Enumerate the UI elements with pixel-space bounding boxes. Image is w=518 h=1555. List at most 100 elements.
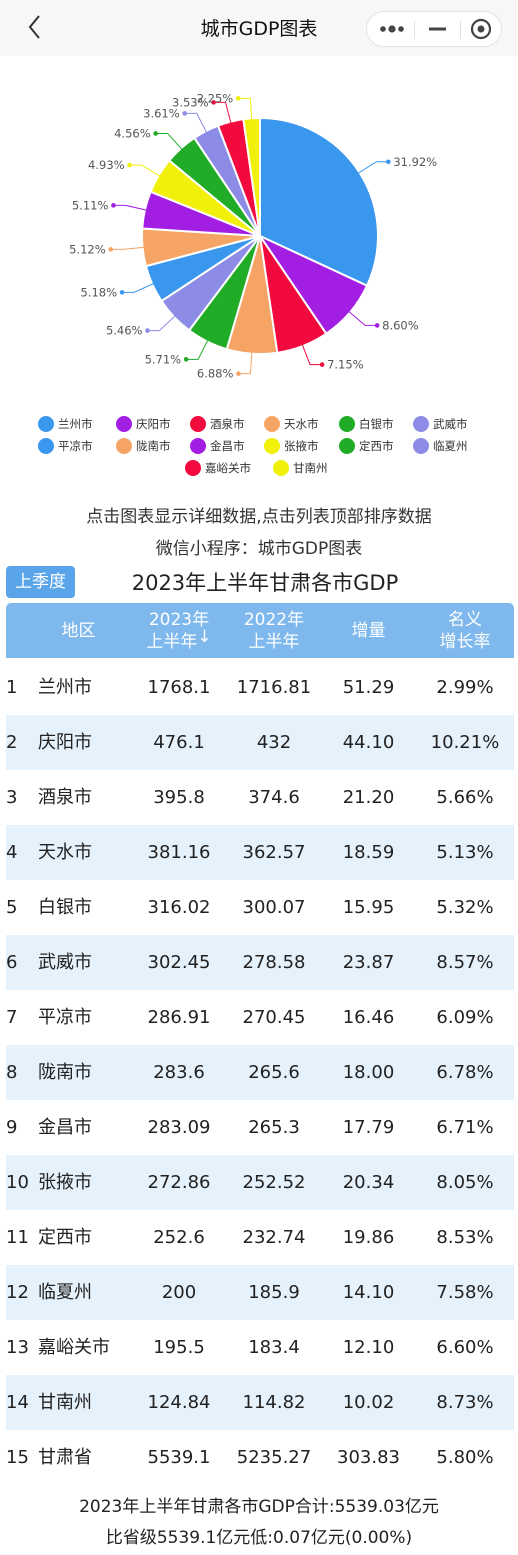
leader-dot — [108, 247, 113, 252]
cell-rank: 10 — [6, 1172, 29, 1193]
cell-rate: 8.05% — [436, 1172, 494, 1193]
close-button[interactable] — [461, 12, 506, 46]
cell-rate: 2.99% — [436, 677, 494, 698]
header-2022-line1: 2022年 — [243, 609, 305, 630]
table-row[interactable]: 11 定西市 252.6 232.74 19.86 8.53% — [6, 1210, 514, 1265]
slice-percent-label: 4.56% — [114, 126, 151, 140]
cell-y2022: 265.6 — [248, 1062, 300, 1083]
legend-label: 平凉市 — [58, 439, 93, 453]
back-button[interactable] — [18, 12, 48, 42]
legend-item[interactable]: 定西市 — [339, 436, 394, 456]
cell-rank: 14 — [6, 1392, 29, 1413]
legend-item[interactable]: 金昌市 — [190, 436, 245, 456]
table-row[interactable]: 5 白银市 316.02 300.07 15.95 5.32% — [6, 880, 514, 935]
cell-y2022: 185.9 — [248, 1282, 300, 1303]
header-growth-rate[interactable]: 名义 增长率 — [416, 603, 514, 658]
legend-color-dot — [116, 415, 132, 432]
header-increase[interactable]: 增量 — [351, 620, 386, 641]
table-row[interactable]: 12 临夏州 200 185.9 14.10 7.58% — [6, 1265, 514, 1320]
summary-difference: 比省级5539.1亿元低:0.07亿元(0.00%) — [105, 1528, 413, 1548]
table-row[interactable]: 3 酒泉市 395.8 374.6 21.20 5.66% — [6, 770, 514, 825]
cell-region: 武威市 — [38, 952, 92, 973]
cell-rank: 4 — [6, 842, 18, 863]
cell-rate: 7.58% — [436, 1282, 494, 1303]
more-button[interactable] — [369, 12, 414, 46]
table-row[interactable]: 9 金昌市 283.09 265.3 17.79 6.71% — [6, 1100, 514, 1155]
legend-color-dot — [38, 437, 54, 454]
cell-rate: 5.32% — [436, 897, 494, 918]
legend-label: 张掖市 — [284, 439, 319, 453]
cell-region: 陇南市 — [38, 1062, 92, 1083]
header-2023-h1[interactable]: 2023年 上半年↓ — [129, 603, 229, 658]
cell-rank: 6 — [6, 952, 18, 973]
legend-item[interactable]: 甘南州 — [273, 458, 328, 478]
cell-region: 甘南州 — [38, 1392, 92, 1413]
cell-rank: 15 — [6, 1447, 29, 1468]
cell-region: 金昌市 — [38, 1117, 92, 1138]
cell-rate: 6.09% — [436, 1007, 494, 1028]
cell-rate: 6.60% — [436, 1337, 494, 1358]
cell-region: 庆阳市 — [38, 732, 92, 753]
table-row[interactable]: 6 武威市 302.45 278.58 23.87 8.57% — [6, 935, 514, 990]
cell-y2022: 300.07 — [242, 897, 306, 918]
cell-rank: 7 — [6, 1007, 18, 1028]
slice-percent-label: 5.11% — [72, 198, 109, 212]
legend-item[interactable]: 张掖市 — [264, 436, 319, 456]
cell-y2023: 286.91 — [147, 1007, 211, 1028]
cell-rank: 2 — [6, 732, 18, 753]
legend-item[interactable]: 白银市 — [339, 414, 394, 434]
cell-inc: 21.20 — [342, 787, 395, 808]
legend-color-dot — [264, 437, 280, 454]
table-row[interactable]: 15 甘肃省 5539.1 5235.27 303.83 5.80% — [6, 1430, 514, 1485]
slice-percent-label: 4.93% — [88, 158, 125, 172]
cell-region: 张掖市 — [38, 1172, 92, 1193]
leader-line — [184, 112, 208, 134]
slice-percent-label: 5.71% — [145, 352, 182, 366]
legend-item[interactable]: 酒泉市 — [190, 414, 245, 434]
header-2022-h1[interactable]: 2022年 上半年 — [224, 603, 324, 658]
table-row[interactable]: 7 平凉市 286.91 270.45 16.46 6.09% — [6, 990, 514, 1045]
legend-item[interactable]: 天水市 — [264, 414, 319, 434]
leader-line — [113, 204, 148, 211]
table-row[interactable]: 14 甘南州 124.84 114.82 10.02 8.73% — [6, 1375, 514, 1430]
table-row[interactable]: 4 天水市 381.16 362.57 18.59 5.13% — [6, 825, 514, 880]
previous-quarter-button[interactable]: 上季度 — [6, 566, 75, 598]
legend-label: 武威市 — [433, 417, 468, 431]
legend-item[interactable]: 平凉市 — [38, 436, 93, 456]
cell-rank: 1 — [6, 677, 18, 698]
table-row[interactable]: 13 嘉峪关市 195.5 183.4 12.10 6.60% — [6, 1320, 514, 1375]
legend-item[interactable]: 陇南市 — [116, 436, 171, 456]
cell-y2022: 432 — [256, 732, 292, 753]
cell-region: 平凉市 — [38, 1007, 92, 1028]
cell-y2023: 195.5 — [153, 1337, 205, 1358]
pie-chart-svg[interactable]: 31.92% 8.60% 7.15% 6.88% 5.71%5.46% 5.18% 5.12… — [0, 56, 518, 406]
table-row[interactable]: 1 兰州市 1768.1 1716.81 51.29 2.99% — [6, 660, 514, 715]
header-growth-rate-label: 名义 增长率 — [440, 609, 491, 653]
legend-item[interactable]: 兰州市 — [38, 414, 93, 434]
legend-color-dot — [413, 415, 429, 432]
minimize-button[interactable] — [415, 12, 460, 46]
cell-y2022: 362.57 — [242, 842, 306, 863]
cell-region: 甘肃省 — [38, 1447, 92, 1468]
table-title: 2023年上半年甘肃各市GDP — [131, 571, 399, 595]
legend-item[interactable]: 临夏州 — [413, 436, 468, 456]
table-row[interactable]: 2 庆阳市 476.1 432 44.10 10.21% — [6, 715, 514, 770]
table-row[interactable]: 10 张掖市 272.86 252.52 20.34 8.05% — [6, 1155, 514, 1210]
leader-dot — [127, 162, 132, 168]
legend-item[interactable]: 武威市 — [413, 414, 468, 434]
cell-region: 白银市 — [38, 897, 92, 918]
legend-item[interactable]: 嘉峪关市 — [185, 458, 251, 478]
legend-item[interactable]: 庆阳市 — [116, 414, 171, 434]
table-header: 地区 2023年 上半年↓ 2022年 上半年 增量 名义 增长率 — [6, 603, 514, 658]
cell-region: 酒泉市 — [38, 787, 92, 808]
mini-program-name: 微信小程序：城市GDP图表 — [155, 539, 363, 559]
cell-y2023: 1768.1 — [147, 677, 211, 698]
table-row[interactable]: 8 陇南市 283.6 265.6 18.00 6.78% — [6, 1045, 514, 1100]
cell-y2023: 476.1 — [153, 732, 205, 753]
leader-line — [213, 101, 232, 124]
gdp-pie-chart[interactable]: 31.92% 8.60% 7.15% 6.88% 5.71% 5.46% 5.18% 5.12… — [0, 56, 518, 406]
header-region[interactable]: 地区 — [61, 620, 96, 641]
page-title: 城市GDP图表 — [200, 18, 318, 40]
legend-label: 庆阳市 — [136, 417, 171, 431]
cell-y2023: 252.6 — [153, 1227, 205, 1248]
